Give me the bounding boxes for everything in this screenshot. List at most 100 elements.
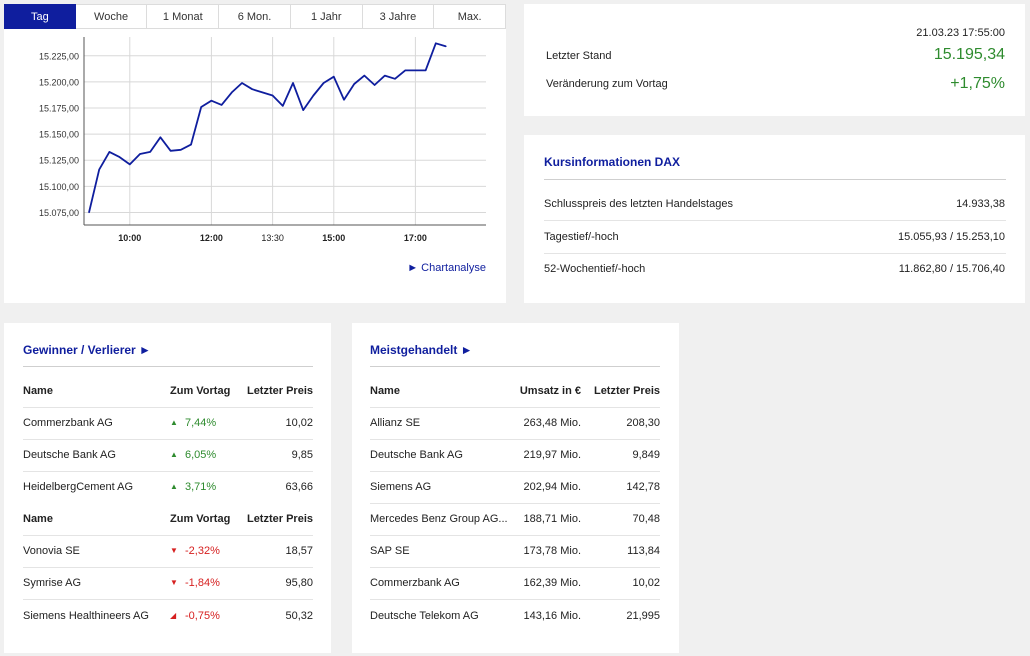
stock-volume: 188,71 Mio. [523, 513, 581, 525]
data-point [323, 82, 325, 84]
stock-change: 6,05% [185, 449, 217, 461]
stock-name[interactable]: Commerzbank AG [23, 417, 113, 429]
stock-volume: 219,97 Mio. [523, 449, 581, 461]
stock-volume: 173,78 Mio. [523, 545, 581, 557]
data-point [241, 82, 243, 84]
data-point [302, 109, 304, 111]
divider [23, 366, 313, 367]
stock-price: 95,80 [285, 577, 313, 589]
data-point [88, 211, 90, 214]
data-point [251, 88, 253, 90]
stock-price: 70,48 [632, 513, 660, 525]
stock-name[interactable]: Allianz SE [370, 417, 421, 429]
stock-change: -0,75% [185, 610, 220, 622]
data-point [435, 42, 437, 44]
quote-timestamp: 21.03.23 17:55:00 [916, 27, 1005, 39]
y-tick-label: 15.150,00 [39, 130, 79, 140]
stock-name[interactable]: Siemens AG [370, 481, 432, 493]
column-header-name: Name [23, 385, 53, 397]
column-header-change: Zum Vortag [170, 513, 231, 525]
tab-day[interactable]: Tag [4, 4, 76, 29]
data-point [108, 151, 110, 153]
arrow-down-icon: ◢ [170, 611, 177, 620]
data-point [139, 153, 141, 155]
data-point [353, 83, 355, 85]
stock-change: -2,32% [185, 545, 220, 557]
divider [370, 366, 660, 367]
timeframe-tabs: Tag Woche 1 Monat 6 Mon. 1 Jahr 3 Jahre … [4, 4, 507, 29]
tab-3-years[interactable]: 3 Jahre [362, 4, 435, 29]
info-label: Tagestief/-hoch [544, 231, 619, 243]
gainers-losers-title[interactable]: Gewinner / Verlierer ► [23, 343, 151, 357]
column-header-name: Name [23, 513, 53, 525]
stock-name[interactable]: Commerzbank AG [370, 577, 460, 589]
y-tick-label: 15.225,00 [39, 51, 79, 61]
tab-6-months[interactable]: 6 Mon. [219, 4, 291, 29]
stock-price: 18,57 [285, 545, 313, 557]
x-tick-label: 13:30 [261, 233, 284, 243]
stock-price: 63,66 [285, 481, 313, 493]
stock-volume: 263,48 Mio. [523, 417, 581, 429]
x-tick-label: 12:00 [200, 233, 223, 243]
y-tick-label: 15.125,00 [39, 156, 79, 166]
data-point [221, 104, 223, 106]
intraday-chart: 15.075,00 15.100,00 15.125,00 15.150,00 15.1… [39, 37, 486, 243]
stock-name[interactable]: Siemens Healthineers AG [23, 610, 149, 622]
arrow-down-icon: ▼ [170, 578, 178, 587]
stock-name[interactable]: Mercedes Benz Group AG... [370, 513, 508, 525]
stock-name[interactable]: Vonovia SE [23, 545, 80, 557]
data-point [374, 84, 376, 86]
divider [23, 567, 313, 568]
stock-name[interactable]: Deutsche Bank AG [370, 449, 463, 461]
column-header-price: Letzter Preis [246, 385, 313, 397]
divider [370, 535, 660, 536]
column-header-change: Zum Vortag [170, 385, 231, 397]
divider [23, 439, 313, 440]
column-header-volume: Umsatz in € [519, 385, 581, 397]
stock-change: -1,84% [185, 577, 220, 589]
info-value: 15.055,93 / 15.253,10 [897, 231, 1005, 243]
data-point [333, 76, 335, 78]
tab-max[interactable]: Max. [434, 4, 507, 29]
stock-price: 50,32 [285, 610, 313, 622]
divider [370, 599, 660, 600]
price-info-panel: Kursinformationen DAX Schlusspreis des l… [524, 135, 1025, 303]
most-traded-title[interactable]: Meistgehandelt ► [370, 343, 473, 357]
stock-name[interactable]: SAP SE [370, 545, 410, 557]
data-point [272, 94, 274, 97]
data-point [414, 69, 416, 72]
data-point [98, 169, 100, 171]
tab-week[interactable]: Woche [75, 4, 148, 29]
stock-name[interactable]: Deutsche Bank AG [23, 449, 116, 461]
data-point [312, 94, 314, 97]
tab-1-month[interactable]: 1 Monat [147, 4, 220, 29]
divider [544, 220, 1006, 221]
y-tick-label: 15.075,00 [39, 208, 79, 218]
column-header-price: Letzter Preis [246, 513, 313, 525]
data-point [231, 91, 233, 93]
tab-1-year[interactable]: 1 Jahr [290, 4, 363, 29]
data-point [404, 69, 406, 72]
stock-name[interactable]: HeidelbergCement AG [23, 481, 134, 493]
gainers-losers-panel: Gewinner / Verlierer ► Name Zum Vortag L… [4, 323, 331, 653]
last-price-label: Letzter Stand [546, 50, 612, 62]
stock-volume: 202,94 Mio. [523, 481, 581, 493]
data-point [343, 99, 345, 101]
data-point [425, 69, 427, 72]
chart-analysis-link[interactable]: ► Chartanalyse [407, 262, 486, 274]
x-tick-label: 17:00 [404, 233, 427, 243]
stock-price: 9,849 [632, 449, 660, 461]
y-tick-label: 15.175,00 [39, 104, 79, 114]
data-point [292, 82, 294, 84]
info-value: 11.862,80 / 15.706,40 [898, 263, 1005, 275]
stock-price: 10,02 [285, 417, 313, 429]
divider [370, 567, 660, 568]
stock-name[interactable]: Deutsche Telekom AG [370, 610, 479, 622]
info-label: Schlusspreis des letzten Handelstages [544, 198, 733, 210]
arrow-up-icon: ▲ [170, 418, 178, 427]
info-label: 52-Wochentief/-hoch [544, 263, 646, 275]
data-point [363, 75, 365, 77]
arrow-down-icon: ▼ [170, 546, 178, 555]
stock-name[interactable]: Symrise AG [23, 577, 82, 589]
price-line [88, 42, 447, 213]
